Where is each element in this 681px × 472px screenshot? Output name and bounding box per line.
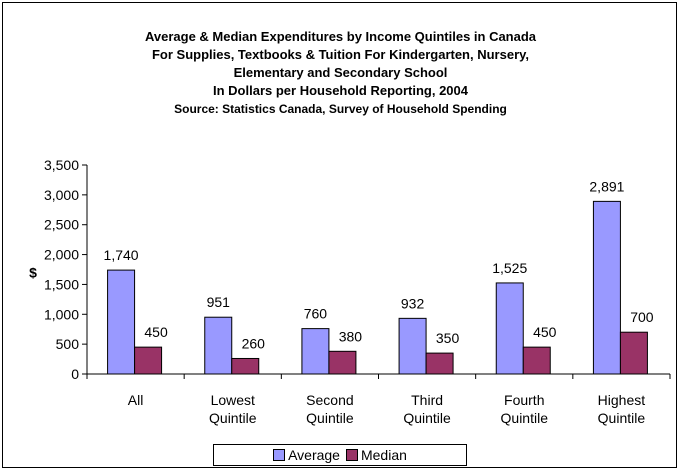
data-label-average: 2,891	[589, 178, 624, 194]
x-tick-label: Second	[306, 392, 353, 408]
y-tick-label: 1,500	[44, 276, 79, 292]
data-label-median: 380	[339, 328, 363, 344]
y-tick-label: 2,000	[44, 247, 79, 263]
title-line-3: Elementary and Secondary School	[233, 65, 448, 80]
chart-source: Source: Statistics Canada, Survey of Hou…	[174, 102, 507, 116]
chart-frame	[2, 2, 677, 468]
y-tick-label: 500	[56, 336, 80, 352]
x-tick-label: Quintile	[501, 410, 549, 426]
title-line-2: For Supplies, Textbooks & Tuition For Ki…	[151, 47, 530, 62]
y-tick-label: 3,000	[44, 187, 79, 203]
data-label-average: 951	[207, 294, 231, 310]
y-tick-label: 1,000	[44, 306, 79, 322]
bar-median	[134, 346, 163, 375]
bar-average	[301, 328, 330, 375]
legend-swatch-median	[345, 449, 358, 461]
bar-average	[495, 282, 524, 375]
title-line-4: In Dollars per Household Reporting, 2004	[213, 83, 468, 98]
data-label-median: 450	[533, 324, 557, 340]
data-label-median: 350	[436, 330, 460, 346]
x-tick-label: Highest	[598, 392, 646, 408]
legend-swatch-average	[273, 449, 286, 461]
bar-median	[522, 346, 551, 375]
data-label-average: 760	[304, 306, 328, 322]
data-label-median: 260	[242, 335, 266, 351]
legend-item-average: Average	[273, 447, 340, 463]
bar-median	[425, 352, 454, 375]
bar-median	[231, 357, 260, 375]
data-label-median: 700	[630, 309, 654, 325]
x-tick-label: Quintile	[403, 410, 451, 426]
legend-label-median: Median	[360, 447, 407, 463]
y-tick-label: 3,500	[44, 157, 79, 173]
x-tick-label: Quintile	[598, 410, 646, 426]
x-tick-label: Fourth	[504, 392, 544, 408]
data-label-average: 1,740	[104, 247, 139, 263]
y-tick-label: 2,500	[44, 217, 79, 233]
x-tick-label: Quintile	[306, 410, 354, 426]
bar-average	[107, 269, 136, 375]
bar-average	[398, 317, 427, 375]
data-label-median: 450	[144, 324, 168, 340]
x-tick-label: Third	[411, 392, 443, 408]
legend-item-median: Median	[345, 447, 407, 463]
bar-median	[328, 350, 357, 375]
bar-average	[204, 316, 233, 375]
x-tick-label: Lowest	[211, 392, 255, 408]
data-label-average: 932	[401, 295, 425, 311]
x-tick-label: All	[128, 392, 144, 408]
chart-title: Average & Median Expenditures by Income …	[0, 28, 681, 118]
y-axis-label: $	[29, 264, 37, 280]
legend: Average Median	[213, 444, 467, 466]
title-line-1: Average & Median Expenditures by Income …	[144, 29, 537, 44]
bar-average	[592, 200, 621, 375]
legend-label-average: Average	[288, 447, 340, 463]
y-tick-label: 0	[71, 366, 79, 382]
data-label-average: 1,525	[492, 260, 527, 276]
x-tick-label: Quintile	[209, 410, 257, 426]
bar-median	[619, 331, 648, 375]
